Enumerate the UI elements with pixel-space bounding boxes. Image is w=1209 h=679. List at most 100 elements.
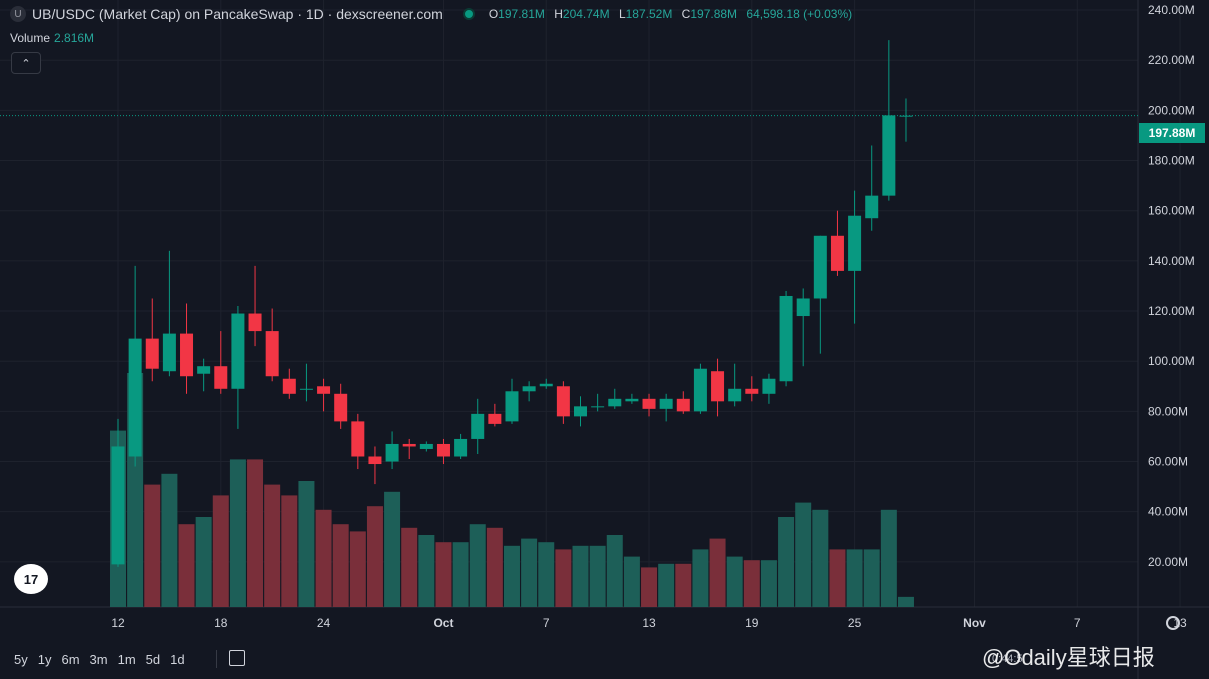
volume-bar: [401, 527, 418, 607]
low-label: L: [618, 7, 626, 21]
y-tick-label: 240.00M: [1148, 3, 1195, 17]
y-tick-label: 200.00M: [1148, 103, 1195, 117]
range-5d[interactable]: 5d: [145, 652, 161, 667]
candle-body: [351, 421, 365, 457]
calendar-icon[interactable]: [229, 650, 245, 666]
volume-bar: [315, 509, 332, 607]
candle-body: [180, 333, 194, 377]
candle-body: [762, 378, 776, 394]
candle-body: [454, 438, 468, 457]
volume-value: 2.816M: [54, 31, 95, 45]
range-5y[interactable]: 5y: [14, 652, 28, 667]
candle-body: [248, 313, 262, 332]
volume-bar: [161, 473, 178, 607]
low-value: 187.52M: [625, 7, 673, 21]
ohlc-readout: O197.81M H204.74M L187.52M C197.88M 64,5…: [489, 7, 858, 21]
volume-bar: [247, 459, 264, 607]
volume-bar: [178, 524, 195, 607]
candle-body: [197, 366, 211, 374]
volume-bar: [778, 517, 795, 607]
candle-body: [402, 443, 416, 447]
candle-body: [282, 378, 296, 394]
candle-body: [693, 368, 707, 412]
open-value: 197.81M: [498, 7, 545, 21]
volume-bar: [880, 509, 897, 607]
volume-bar: [623, 556, 640, 607]
volume-bar: [144, 484, 161, 607]
collapse-legend-button[interactable]: ⌃: [11, 52, 41, 74]
volume-bar: [726, 556, 743, 607]
candle-body: [505, 391, 519, 422]
candle-body: [539, 383, 553, 387]
last-price-tag: 197.88M: [1139, 123, 1205, 143]
volume-bar: [555, 549, 572, 607]
candle-body: [419, 443, 433, 449]
candle-body: [813, 235, 827, 299]
chevron-up-icon: ⌃: [21, 57, 31, 70]
range-1m[interactable]: 1m: [117, 652, 136, 667]
volume-bar: [743, 560, 760, 607]
x-tick-label: 12: [111, 616, 125, 630]
x-tick-label: 13: [642, 616, 656, 630]
range-1y[interactable]: 1y: [37, 652, 52, 667]
high-label: H: [554, 7, 563, 21]
candle-body: [162, 333, 176, 372]
candle-body: [659, 398, 673, 409]
candle-body: [899, 115, 913, 117]
range-3m[interactable]: 3m: [89, 652, 108, 667]
candle-body: [145, 338, 159, 369]
candle-body: [574, 406, 588, 417]
candle-body: [728, 388, 742, 402]
range-1d[interactable]: 1d: [170, 652, 185, 667]
candle-body: [591, 406, 605, 408]
y-tick-label: 220.00M: [1148, 53, 1195, 67]
volume-bar: [812, 509, 829, 607]
volume-bar: [486, 527, 503, 607]
y-tick-label: 80.00M: [1148, 404, 1188, 418]
tradingview-logo-icon[interactable]: 17: [14, 564, 48, 594]
candle-body: [488, 413, 502, 424]
volume-bar: [692, 549, 709, 607]
candle-body: [214, 366, 228, 389]
volume-bar: [675, 563, 692, 607]
candle-body: [368, 456, 382, 465]
candle-body: [608, 398, 622, 407]
volume-bar: [264, 484, 281, 607]
volume-bar: [795, 502, 812, 607]
volume-bar: [658, 563, 675, 607]
candle-body: [128, 338, 142, 457]
volume-bar: [760, 560, 777, 607]
y-tick-label: 100.00M: [1148, 354, 1195, 368]
y-tick-label: 180.00M: [1148, 154, 1195, 168]
candle-body: [556, 386, 570, 417]
candle-body: [882, 115, 896, 196]
time-axis[interactable]: 12 18 24 Oct 7 13 19 25 Nov 7 13: [111, 616, 1187, 630]
candle-body: [317, 386, 331, 394]
candle-body: [385, 443, 399, 462]
gear-icon[interactable]: [1166, 616, 1180, 630]
chart-title[interactable]: UB/USDC (Market Cap) on PancakeSwap · 1D…: [32, 6, 443, 22]
market-status-icon[interactable]: [462, 8, 475, 20]
candle-body: [642, 398, 656, 409]
watermark: @Odaily星球日报: [982, 645, 1155, 670]
y-tick-label: 120.00M: [1148, 304, 1195, 318]
symbol-icon[interactable]: U: [10, 6, 26, 22]
candle-body: [231, 313, 245, 389]
volume-bars: [110, 373, 914, 607]
volume-bar: [897, 596, 914, 607]
candle-body: [436, 443, 450, 457]
volume-bar: [452, 542, 469, 607]
x-tick-label: 24: [317, 616, 331, 630]
volume-bar: [572, 545, 589, 607]
volume-bar: [863, 549, 880, 607]
volume-legend[interactable]: Volume 2.816M: [10, 31, 94, 45]
volume-bar: [384, 491, 401, 607]
x-tick-label: 19: [745, 616, 759, 630]
price-axis[interactable]: 20.00M 40.00M 60.00M 80.00M 100.00M 120.00M 14…: [1148, 3, 1195, 569]
x-tick-label: 25: [848, 616, 862, 630]
range-6m[interactable]: 6m: [61, 652, 80, 667]
volume-bar: [709, 538, 726, 607]
x-tick-label: Oct: [433, 616, 453, 630]
close-value: 197.88M: [690, 7, 738, 21]
